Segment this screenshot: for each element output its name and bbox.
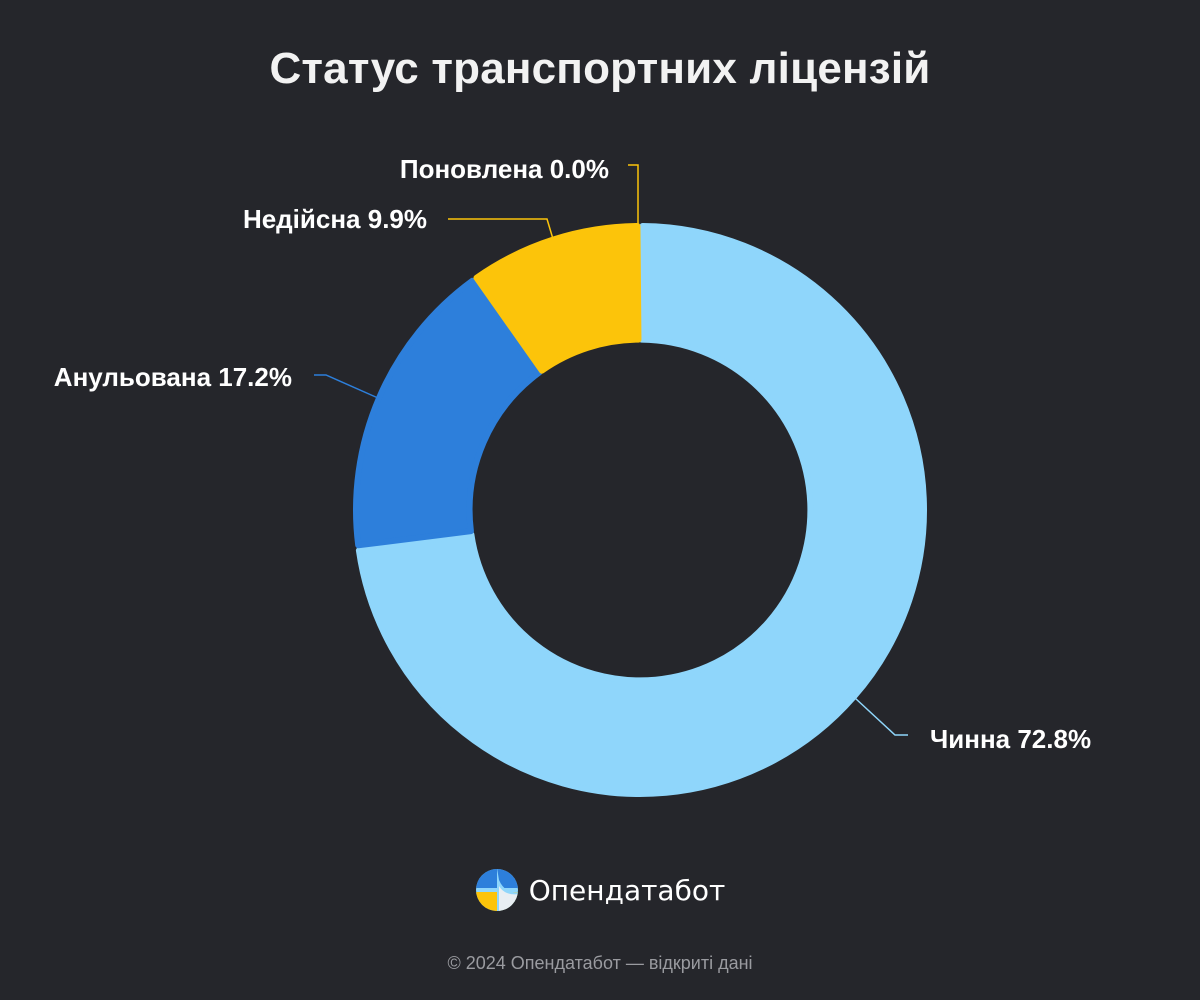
slice-1-arc: [355, 223, 927, 797]
slice-3-label: Недійсна 9.9%: [243, 204, 427, 234]
slice-2-leader-line: [314, 374, 379, 399]
slice-1-label: Чинна 72.8%: [930, 724, 1091, 754]
slice-3-leader-line: [448, 218, 554, 240]
slice-1-leader-line: [854, 697, 908, 736]
slice-labels: Чинна 72.8% Анульована 17.2% Недійсна 9.9%…: [54, 154, 1091, 754]
brand-name: Опендатабот: [528, 873, 726, 907]
slice-4-leader-line: [628, 164, 639, 226]
donut-slices: [353, 223, 927, 797]
slice-2-label: Анульована 17.2%: [54, 362, 292, 392]
opendatabot-logo-icon: [475, 869, 518, 911]
slice-3-arc: [473, 223, 642, 374]
brand: Опендатабот: [0, 868, 1200, 912]
label-leaders: [314, 164, 908, 736]
footer-copyright: © 2024 Опендатабот — відкриті дані: [447, 953, 753, 973]
slice-2-arc: [353, 277, 543, 549]
slice-4-label: Поновлена 0.0%: [400, 154, 609, 184]
chart-title: Статус транспортних ліцензій: [269, 44, 931, 93]
